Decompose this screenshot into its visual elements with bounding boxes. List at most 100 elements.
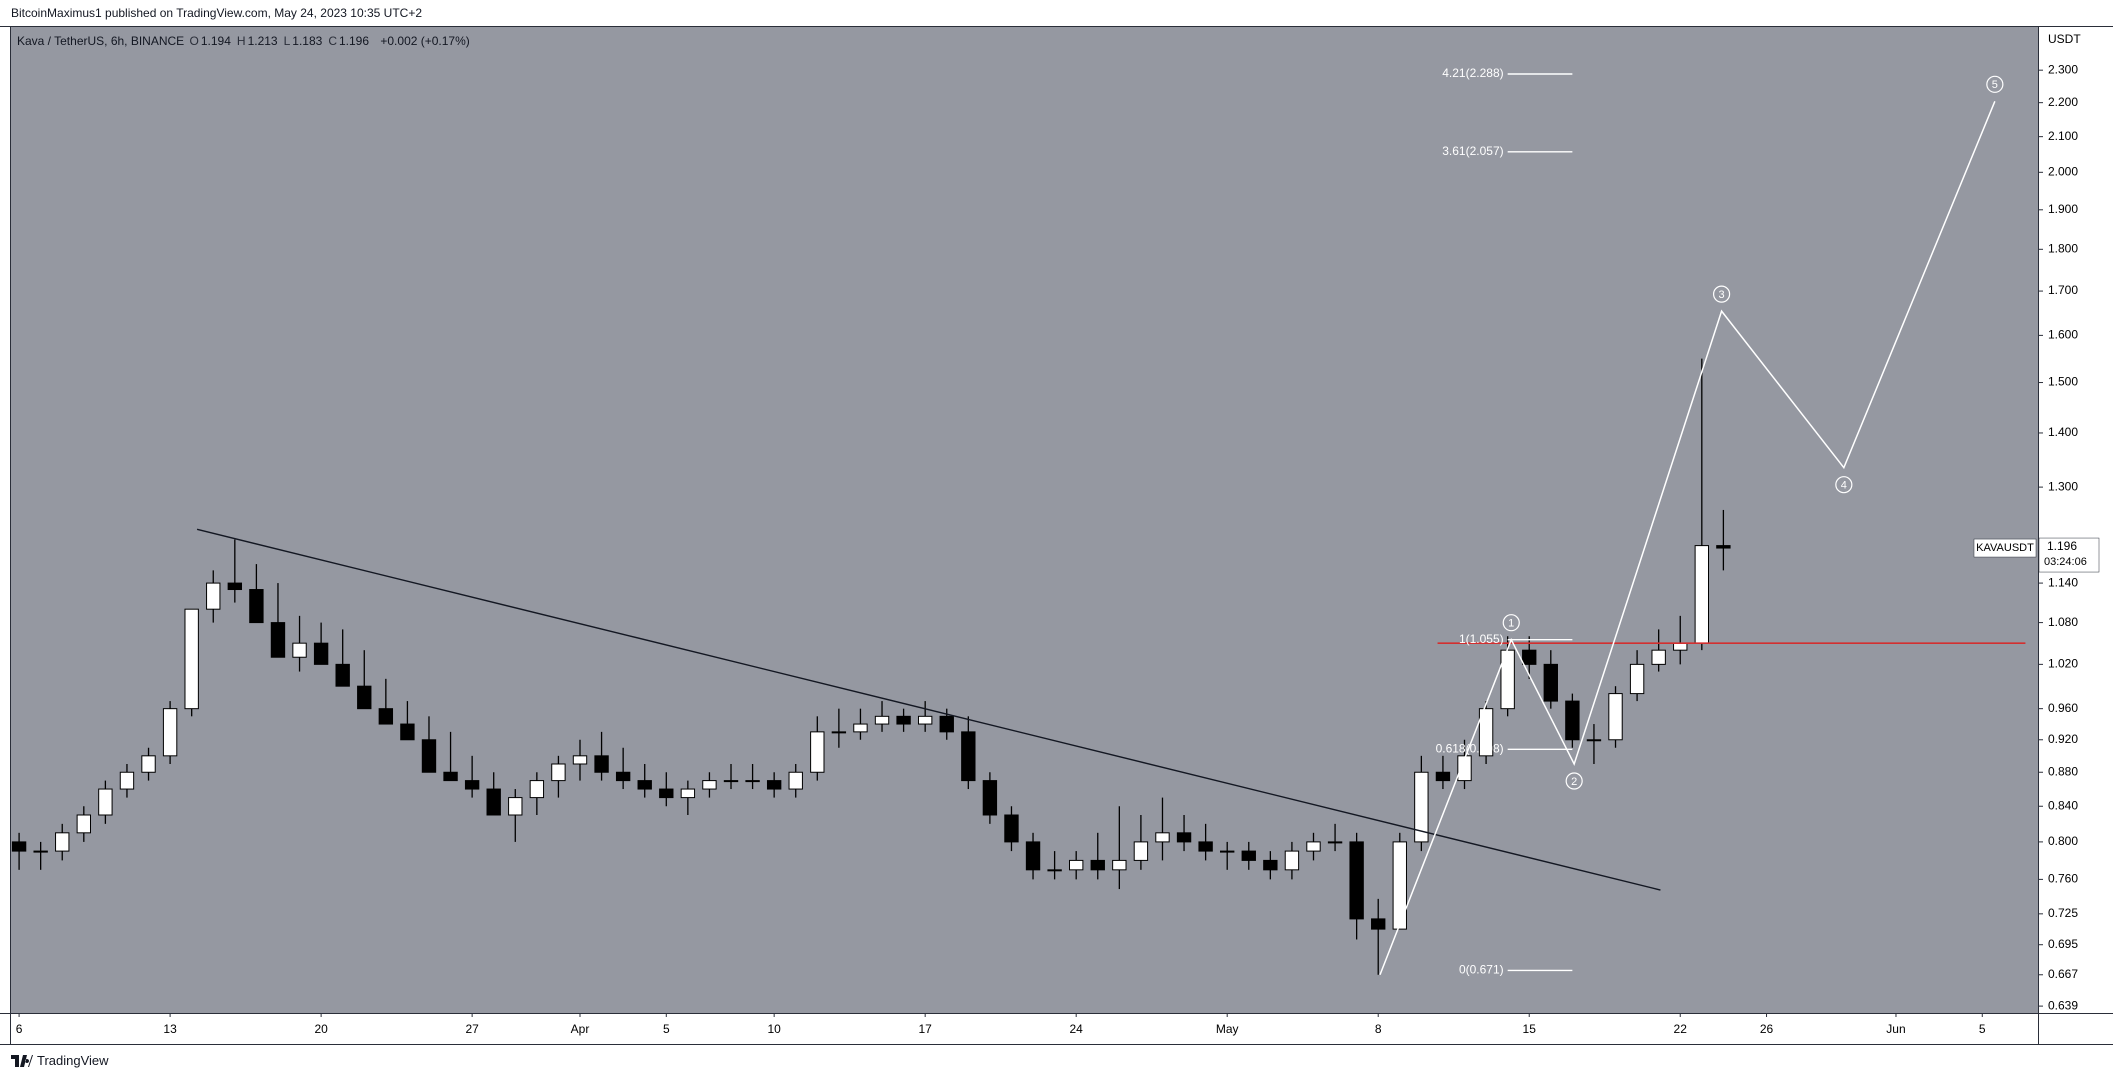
candle-body [788,771,803,790]
candle-body [1004,814,1019,843]
y-tick-label: 1.300 [2048,479,2078,493]
y-tick-label: 2.000 [2048,164,2078,178]
candle-body [292,642,307,658]
candle-body [1414,771,1429,843]
price-tag-value: 1.196 [2047,539,2077,553]
candle-body [1522,649,1537,665]
candle-body [1629,663,1645,695]
x-tick-label: 8 [1375,1022,1382,1036]
y-tick-label: 1.020 [2048,657,2078,671]
fib-label: 3.61(2.057) [1442,144,1503,158]
plot-area [11,27,2038,1013]
candle-body [831,731,847,734]
symbol-tag-label: KAVAUSDT [1976,542,2034,554]
candle-body [1392,841,1407,930]
wave-label: 5 [1992,79,1998,91]
candle-body [1068,859,1084,871]
x-tick-label: 13 [163,1022,177,1036]
candle-body [1263,859,1278,871]
candle-body [1349,841,1364,920]
candle-body [745,780,760,783]
candle-body [378,708,394,725]
candle-body [551,763,566,782]
candle-body [335,663,350,687]
candle-body [1090,859,1105,871]
ohlc-key: L [283,34,291,48]
fib-label: 0(0.671) [1459,963,1504,977]
price-tag-countdown: 03:24:06 [2044,556,2087,568]
y-tick-label: 0.725 [2048,906,2078,920]
candle-body [1176,832,1192,843]
candle-body [1306,841,1321,852]
ohlc-value: 1.194 [200,34,231,48]
candle-body [1241,850,1256,861]
candle-body [1565,700,1580,741]
candle-body [1025,841,1041,871]
y-tick-label: 1.700 [2048,283,2078,297]
y-tick-label: 0.920 [2048,732,2078,746]
candle-body [313,642,329,665]
candle-body [1694,545,1710,644]
publisher-line: BitcoinMaximus1 published on TradingView… [11,6,423,20]
candle-body [1327,841,1343,844]
candle-body [98,788,113,816]
wave-label: 4 [1841,480,1847,492]
y-tick-label: 1.600 [2048,328,2078,342]
price-change: +0.002 (+0.17%) [380,34,470,48]
symbol-legend: Kava / TetherUS, 6h, BINANCE O 1.194 H 1.21… [17,34,472,48]
candle-body [680,788,696,799]
candle-body [1651,649,1666,665]
x-tick-label: 5 [663,1022,670,1036]
candle-body [443,771,458,782]
candle-body [702,780,717,790]
wave-marker [1502,614,1520,632]
wave-marker [1565,772,1583,790]
brand-name: TradingView [37,1053,109,1068]
candle-body [33,850,48,853]
x-tick-label: May [1216,1022,1239,1036]
candle-body [874,715,890,725]
candle-body [1112,859,1127,871]
x-tick-label: 17 [918,1022,932,1036]
x-tick-label: 15 [1523,1022,1537,1036]
candle-body [1047,869,1062,872]
ohlc-key: O [189,34,199,48]
y-tick-label: 1.800 [2048,241,2078,255]
candle-body [55,832,70,852]
candle-body [766,780,782,790]
y-tick-label: 0.800 [2048,834,2078,848]
wave-label: 1 [1508,618,1514,630]
footer: TradingView [11,1053,109,1068]
fib-label: 1(1.055) [1459,632,1504,646]
y-tick-label: 0.667 [2048,967,2078,981]
candle-body [486,788,501,816]
candle-body [1478,708,1494,757]
y-tick-label: 0.760 [2048,872,2078,886]
candle-body [1198,841,1213,852]
candle-body [1673,642,1688,651]
candle-body [961,731,976,782]
wave-label: 3 [1719,289,1725,301]
candle-body [1586,739,1602,742]
y-tick-label: 2.300 [2048,62,2078,76]
ohlc-value: 1.183 [292,34,323,48]
y-tick-label: 1.900 [2048,202,2078,216]
ohlc-key: H [236,34,246,48]
candle-body [615,771,631,782]
y-tick-label: 1.140 [2048,575,2078,589]
candle-body [810,731,825,773]
candle-body [1155,832,1170,843]
candle-body [917,715,933,725]
candle-body [464,780,480,790]
x-tick-label: 27 [465,1022,479,1036]
wave-label: 2 [1571,776,1577,788]
x-tick-label: 6 [16,1022,23,1036]
candle-body [249,589,264,624]
candle-body [357,685,372,710]
ohlc-value: 1.213 [247,34,278,48]
candle-body [508,797,523,816]
candle-body [1133,841,1149,861]
y-tick-label: 2.200 [2048,95,2078,109]
